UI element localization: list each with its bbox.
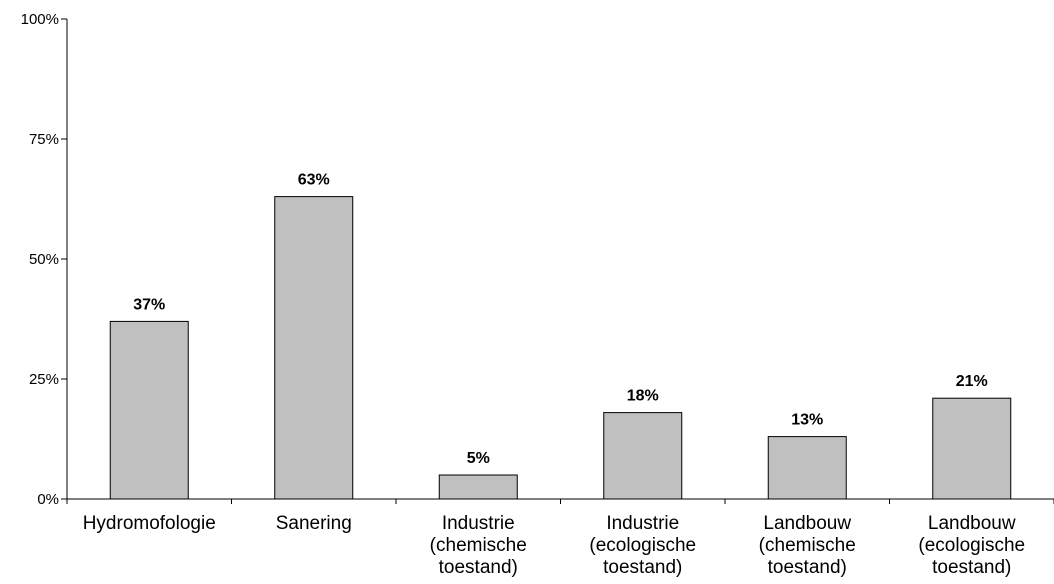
category-label: Landbouw (chemische toestand) [759,513,856,578]
labels: 37% Hydromofologie 63% Sanering 5% Industrie(… [83,172,1025,578]
category-label: Hydromofologie [83,513,216,534]
y-tick-label: 100% [21,11,59,28]
category-label: Industrie (ecologische toestand) [589,513,696,578]
category-label: Industrie (chemische toestand) [430,513,527,578]
bar [603,412,683,500]
category-label: Sanering [276,513,352,534]
data-label: 18% [627,388,659,405]
data-label: 13% [791,412,823,429]
data-label: 5% [467,450,490,467]
data-label: 21% [956,373,988,390]
bar [274,196,354,500]
bar [767,436,847,500]
y-tick-label: 75% [29,131,59,148]
axes: 0% 25% 50% 75% 100% [21,11,1054,508]
y-tick-label: 0% [37,491,59,508]
bar [109,320,189,500]
y-tick-label: 25% [29,371,59,388]
category-label: Landbouw (ecologische toestand) [918,513,1025,578]
bars [109,196,1012,500]
bar [438,474,518,500]
bar [932,397,1012,500]
data-label: 63% [298,172,330,189]
data-label: 37% [133,296,165,313]
y-tick-label: 50% [29,251,59,268]
